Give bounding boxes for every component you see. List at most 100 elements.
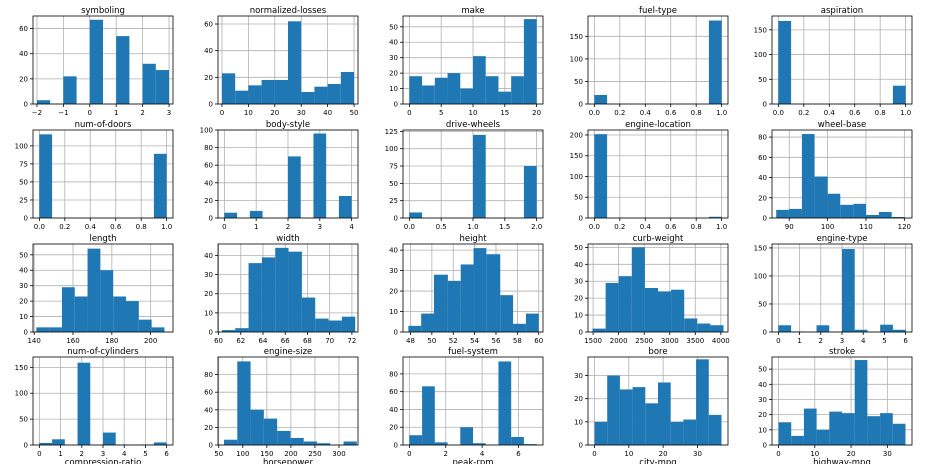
histogram-bar (842, 249, 855, 332)
x-tick-label: 200 (144, 337, 157, 345)
histogram-bar (500, 295, 514, 332)
y-tick-label: 100 (15, 142, 28, 150)
y-tick-label: 50 (758, 366, 767, 374)
x-tick-label: 6 (903, 337, 908, 345)
histogram-bar (460, 427, 473, 445)
chart-title: aspiration (821, 6, 863, 16)
y-tick-label: 40 (758, 174, 767, 182)
axes-frame (32, 243, 174, 333)
histogram-bar (288, 156, 301, 218)
y-tick-label: 60 (204, 21, 213, 29)
histogram-bar (316, 443, 331, 445)
x-tick-label: 0 (776, 337, 780, 345)
chart-title: engine-size (264, 347, 313, 357)
histogram-bar (63, 76, 77, 104)
histogram-bar (87, 248, 101, 332)
plot-area (772, 130, 912, 218)
y-tick-label: 0 (394, 329, 398, 337)
plot-area (588, 130, 728, 218)
histogram-bar (473, 443, 486, 445)
x-tick-label: 54 (470, 337, 479, 345)
x-tick-label: 10 (244, 109, 253, 117)
x-tick-label: 6 (164, 450, 169, 458)
histogram-bar (313, 133, 327, 218)
x-tick-label: 0.4 (85, 223, 97, 231)
y-tick-label: 0 (209, 215, 213, 223)
x-tick-label: 100 (821, 223, 834, 231)
histogram-bar (340, 72, 355, 104)
x-tick-label: 60 (534, 337, 543, 345)
x-tick-label: 0 (592, 450, 596, 458)
y-tick-label: 80 (758, 134, 767, 142)
x-tick-label: 3500 (686, 337, 704, 345)
histogram-panel: 0.0 0.5 1.0 1.5 2.0 0 25 50 75 100 125 drive-wheels (385, 120, 544, 231)
y-tick-label: 20 (204, 74, 213, 82)
y-tick-label: 50 (19, 178, 28, 186)
y-tick-label: 30 (19, 282, 28, 290)
chart-title: engine-type (816, 234, 867, 244)
y-tick-label: 0 (24, 442, 28, 450)
x-tick-label: 0 (37, 450, 41, 458)
histogram-bar (103, 432, 116, 445)
histogram-bar (791, 435, 804, 445)
x-tick-label: 0.2 (614, 223, 625, 231)
y-tick-label: 20 (758, 411, 767, 419)
histogram-bar (525, 313, 539, 332)
chart-title: length (89, 234, 116, 244)
histogram-bar (221, 330, 236, 332)
histogram-bar (77, 362, 91, 445)
y-tick-label: 50 (758, 76, 767, 84)
chart-title: body-style (266, 120, 310, 130)
y-tick-label: 0 (24, 101, 28, 109)
chart-title: symboling (81, 6, 125, 16)
y-tick-label: 20 (574, 395, 583, 403)
histogram-bar (343, 441, 357, 445)
x-tick-label: 5 (439, 109, 443, 117)
x-tick-label: 0.2 (614, 109, 625, 117)
histogram-panel: 0 10 20 30 0 10 20 30 40 50 stroke (758, 347, 913, 458)
axes-frame (32, 15, 174, 105)
x-tick-label: 0.6 (849, 109, 861, 117)
histogram-bar (288, 21, 302, 104)
chart-title: bore (648, 347, 667, 357)
x-tick-label: 58 (513, 337, 522, 345)
chart-title: fuel-system (448, 347, 498, 357)
x-tick-label: 3 (318, 223, 322, 231)
histogram-bar (696, 359, 709, 445)
y-tick-label: 20 (19, 75, 28, 83)
histogram-bar (301, 297, 316, 332)
histogram-bar (153, 442, 167, 445)
y-tick-label: 50 (389, 180, 398, 188)
histogram-bar (891, 216, 905, 218)
histogram-bar (221, 73, 236, 104)
x-tick-label: 20 (659, 450, 668, 458)
histogram-panel: 0 10 20 30 0 10 20 30 bore (574, 347, 729, 458)
x-tick-label: 0.4 (640, 109, 652, 117)
x-tick-label: 3 (167, 109, 171, 117)
y-tick-label: 20 (204, 424, 213, 432)
histogram-bar (224, 212, 238, 218)
y-tick-label: 10 (204, 309, 213, 317)
y-tick-label: 100 (754, 51, 767, 59)
y-tick-label: 75 (19, 160, 28, 168)
histogram-bar (644, 288, 658, 332)
histogram-bar (684, 318, 698, 332)
x-tick-label: 0.4 (640, 223, 652, 231)
y-tick-label: 0 (579, 442, 583, 450)
histogram-panel: 0.0 0.2 0.4 0.6 0.8 1.0 0 50 100 150 fuel-type (570, 6, 729, 117)
histogram-bar (619, 389, 633, 445)
y-tick-label: 20 (19, 298, 28, 306)
histogram-bar (250, 409, 264, 445)
x-tick-label: 1 (114, 109, 118, 117)
y-tick-label: 0 (209, 442, 213, 450)
histogram-bar (607, 375, 620, 445)
x-tick-label: 70 (325, 337, 334, 345)
y-tick-label: 20 (389, 424, 398, 432)
x-tick-label: 150 (260, 450, 273, 458)
x-tick-label: 30 (883, 450, 892, 458)
histogram-bar (697, 323, 711, 332)
x-tick-label: 62 (236, 337, 245, 345)
x-tick-label: 52 (449, 337, 458, 345)
x-tick-label: 10 (810, 450, 819, 458)
histogram-bar (778, 422, 792, 445)
